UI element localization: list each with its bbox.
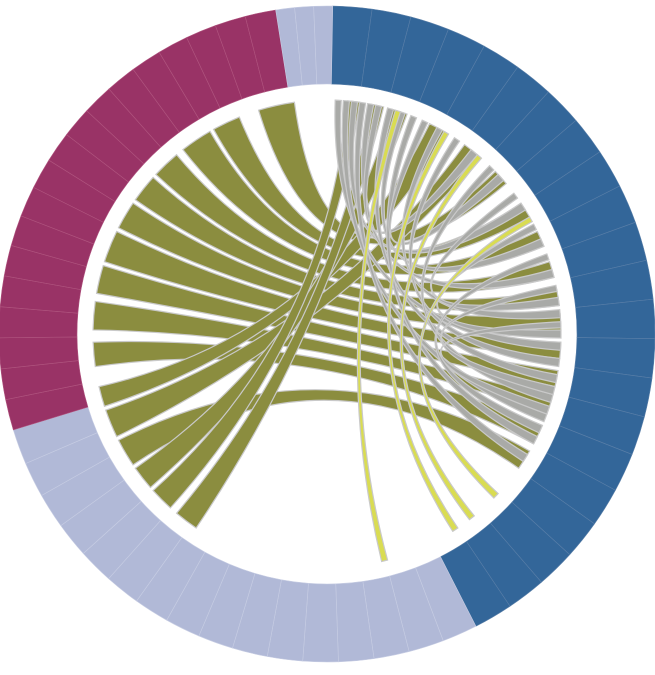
- segment-lavender-small-2: [313, 5, 334, 85]
- segment-lavender-4: [302, 582, 339, 663]
- ribbon-gray-31: [434, 253, 550, 434]
- group-ring: [0, 5, 655, 663]
- ribbon-gray-33: [439, 321, 562, 415]
- ribbon-yellow-35: [387, 130, 459, 533]
- ribbon-gray-26: [401, 126, 562, 320]
- ribbon-gray-16: [334, 99, 562, 351]
- ribbon-layer: [92, 99, 562, 563]
- group-arc-lavender-small: [275, 5, 334, 88]
- ribbon-yellow-34: [356, 109, 402, 563]
- ribbon-yellow-37: [418, 216, 534, 499]
- group-arc-blue: [331, 5, 655, 627]
- ribbon-gray-19: [354, 101, 529, 463]
- group-arc-lavender: [12, 406, 477, 663]
- ribbon-gray-29: [430, 192, 560, 311]
- ribbon-olive-0: [257, 101, 508, 245]
- ribbon-gray-32: [440, 284, 558, 396]
- group-arc-magenta: [0, 9, 289, 431]
- ribbon-yellow-36: [399, 153, 483, 521]
- ribbon-olive-10: [98, 122, 449, 408]
